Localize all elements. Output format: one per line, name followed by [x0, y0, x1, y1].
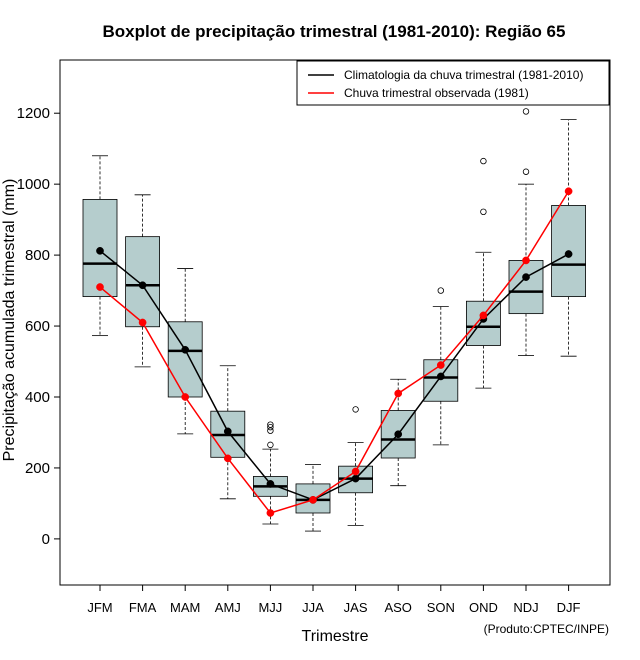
y-tick-label: 800 [25, 247, 50, 264]
legend-label-climatology: Climatologia da chuva trimestral (1981-2… [344, 68, 583, 82]
x-tick-label-jja: JJA [302, 600, 324, 615]
boxes-layer [82, 108, 586, 532]
box-mam [167, 268, 203, 435]
series-point-observed [351, 467, 360, 476]
y-axis-label: Precipitação acumulada trimestral (mm) [1, 179, 18, 462]
outlier-point [352, 406, 359, 413]
series-point-observed [436, 361, 445, 369]
legend-label-observed: Chuva trimestral observada (1981) [344, 86, 529, 100]
series-line-climatology [99, 250, 569, 501]
x-tick-label-fma: FMA [129, 600, 157, 615]
outlier-point [480, 157, 487, 165]
series-point-observed [309, 496, 317, 504]
series-point-climatology [436, 372, 445, 381]
x-tick-label-aso: ASO [384, 600, 411, 615]
series-point-observed [394, 389, 403, 398]
series-line-observed [99, 190, 570, 514]
series-point-climatology [564, 250, 573, 258]
legend: Climatologia da chuva trimestral (1981-2… [296, 60, 610, 106]
series-point-observed [522, 256, 530, 265]
outlier-point [267, 421, 274, 428]
box-jfm [82, 155, 118, 337]
outlier-point [522, 168, 530, 175]
x-tick-label-mjj: MJJ [258, 600, 282, 615]
x-tick-label-amj: AMJ [215, 600, 241, 615]
series-point-climatology [522, 273, 530, 281]
series-point-observed [96, 283, 104, 291]
box-ndj [508, 108, 544, 356]
y-tick-label: 0 [42, 531, 50, 548]
series-layer [96, 187, 573, 517]
series-point-observed [138, 318, 147, 327]
x-tick-label-jas: JAS [344, 600, 368, 615]
chart-title: Boxplot de precipitação trimestral (1981… [103, 22, 566, 41]
x-tick-label-jfm: JFM [87, 600, 112, 615]
series-point-climatology [223, 427, 232, 436]
series-point-climatology [266, 480, 275, 488]
series-point-climatology [181, 345, 190, 354]
x-axis: JFM FMA MAM AMJ MJJ JJA JAS ASO SON OND NDJ DJF [87, 585, 581, 615]
series-point-climatology [138, 281, 147, 290]
series-point-observed [223, 454, 232, 463]
x-tick-label-ndj: NDJ [513, 600, 538, 615]
series-point-observed [564, 187, 573, 196]
x-axis-label: Trimestre [302, 628, 369, 645]
box-djf [551, 119, 586, 357]
box-ond [465, 157, 501, 389]
y-tick-label: 600 [25, 318, 50, 335]
series-point-climatology [351, 474, 360, 483]
plot-frame [59, 59, 611, 586]
credit-text: (Produto:CPTEC/INPE) [484, 622, 609, 636]
box-body [508, 260, 544, 315]
x-tick-label-djf: DJF [557, 600, 581, 615]
x-tick-label-ond: OND [469, 600, 498, 615]
outlier-point [522, 108, 530, 115]
series-point-climatology [394, 430, 403, 439]
x-tick-label-mam: MAM [170, 600, 200, 615]
y-tick-label: 1000 [17, 176, 50, 193]
series-point-climatology [96, 246, 104, 255]
series-point-observed [266, 509, 275, 517]
x-tick-label-son: SON [427, 600, 455, 615]
series-point-observed [181, 393, 190, 401]
y-tick-label: 400 [25, 389, 50, 406]
y-tick-label: 1200 [17, 105, 50, 122]
outlier-point [480, 208, 487, 216]
outlier-point [267, 441, 274, 449]
box-body [125, 236, 160, 328]
legend-box [296, 60, 610, 106]
y-axis: 0 200 400 600 800 1000 1200 [17, 105, 60, 548]
series-point-observed [479, 311, 488, 320]
outlier-point [267, 423, 274, 431]
box-fma [125, 194, 160, 368]
outlier-point [437, 287, 444, 294]
outlier-point [267, 427, 274, 434]
y-tick-label: 200 [25, 460, 50, 477]
